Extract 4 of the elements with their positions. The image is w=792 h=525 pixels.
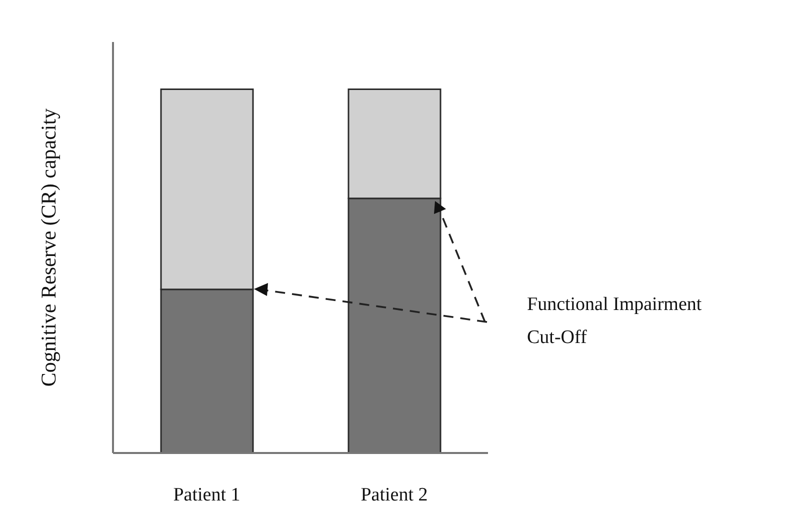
x-tick-label: Patient 2 bbox=[360, 484, 428, 506]
y-axis-title: Cognitive Reserve (CR) capacity bbox=[36, 108, 60, 387]
text: Functional Impairment Cut-Off bbox=[527, 293, 703, 350]
x-tick-label: Patient 1 bbox=[173, 484, 240, 506]
